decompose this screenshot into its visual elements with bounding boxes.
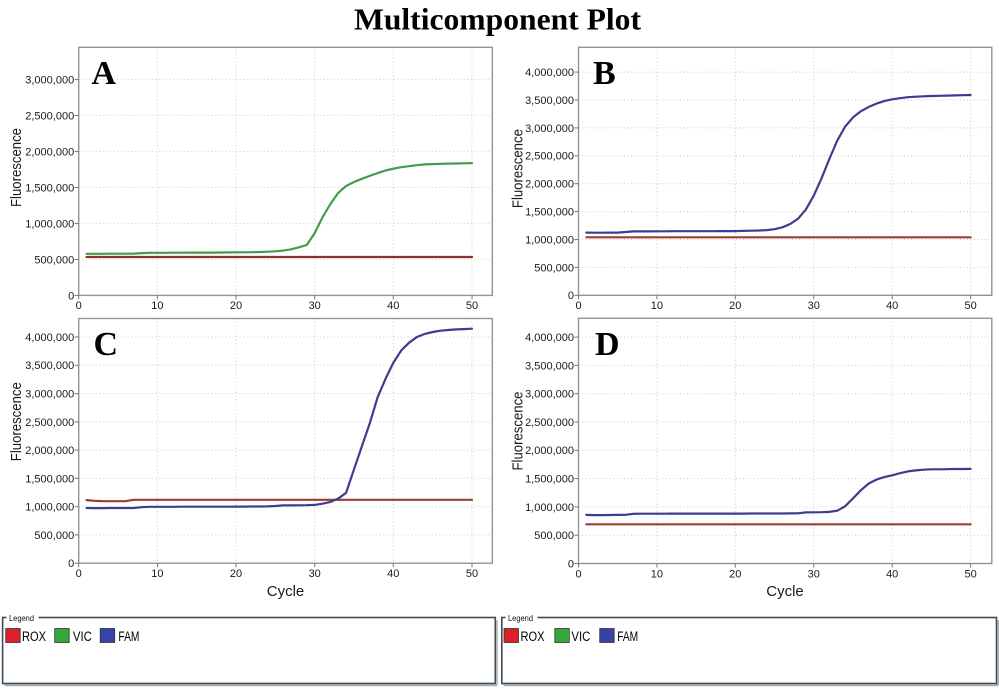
svg-text:1,000,000: 1,000,000 xyxy=(525,502,574,514)
svg-text:Cycle: Cycle xyxy=(267,583,305,600)
svg-text:0: 0 xyxy=(575,568,581,580)
svg-text:500,000: 500,000 xyxy=(34,530,74,542)
svg-text:2,000,000: 2,000,000 xyxy=(525,179,574,191)
svg-text:30: 30 xyxy=(309,300,321,312)
svg-text:A: A xyxy=(92,55,117,92)
svg-text:10: 10 xyxy=(651,300,663,312)
svg-text:2,500,000: 2,500,000 xyxy=(525,417,574,429)
svg-text:500,000: 500,000 xyxy=(534,530,574,542)
svg-text:3,500,000: 3,500,000 xyxy=(525,360,574,372)
svg-text:1,000,000: 1,000,000 xyxy=(25,218,74,230)
svg-text:0: 0 xyxy=(568,290,574,302)
svg-text:40: 40 xyxy=(886,300,898,312)
svg-text:30: 30 xyxy=(309,568,321,580)
svg-text:1,500,000: 1,500,000 xyxy=(525,474,574,486)
svg-text:0: 0 xyxy=(76,300,82,312)
svg-text:10: 10 xyxy=(151,568,163,580)
svg-text:0: 0 xyxy=(568,558,574,570)
svg-text:3,000,000: 3,000,000 xyxy=(25,74,74,86)
svg-text:0: 0 xyxy=(68,290,74,302)
svg-text:B: B xyxy=(593,55,616,92)
svg-text:Multicomponent Plot: Multicomponent Plot xyxy=(354,2,642,37)
svg-text:Fluorescence: Fluorescence xyxy=(510,392,527,471)
svg-text:2,500,000: 2,500,000 xyxy=(525,151,574,163)
svg-text:2,500,000: 2,500,000 xyxy=(25,110,74,122)
svg-text:Cycle: Cycle xyxy=(766,583,804,600)
svg-text:4,000,000: 4,000,000 xyxy=(25,332,74,344)
svg-text:1,500,000: 1,500,000 xyxy=(25,182,74,194)
svg-text:VIC: VIC xyxy=(571,629,590,644)
svg-text:3,500,000: 3,500,000 xyxy=(525,95,574,107)
svg-text:ROX: ROX xyxy=(521,629,545,644)
svg-text:Fluorescence: Fluorescence xyxy=(510,129,527,208)
svg-text:0: 0 xyxy=(76,568,82,580)
svg-text:3,000,000: 3,000,000 xyxy=(525,389,574,401)
svg-text:4,000,000: 4,000,000 xyxy=(525,67,574,79)
svg-text:50: 50 xyxy=(466,568,478,580)
svg-text:2,500,000: 2,500,000 xyxy=(25,417,74,429)
svg-text:50: 50 xyxy=(964,300,976,312)
svg-text:FAM: FAM xyxy=(118,629,139,644)
svg-text:500,000: 500,000 xyxy=(34,254,74,266)
svg-text:3,500,000: 3,500,000 xyxy=(25,360,74,372)
svg-text:30: 30 xyxy=(808,300,820,312)
svg-text:VIC: VIC xyxy=(73,629,92,644)
svg-text:10: 10 xyxy=(151,300,163,312)
svg-text:1,000,000: 1,000,000 xyxy=(525,234,574,246)
svg-text:0: 0 xyxy=(575,300,581,312)
svg-text:40: 40 xyxy=(387,568,399,580)
svg-text:50: 50 xyxy=(964,568,976,580)
svg-text:Fluorescence: Fluorescence xyxy=(8,382,25,461)
svg-text:20: 20 xyxy=(729,300,741,312)
svg-text:2,000,000: 2,000,000 xyxy=(25,445,74,457)
svg-text:20: 20 xyxy=(230,568,242,580)
svg-text:Legend: Legend xyxy=(508,613,533,623)
svg-text:C: C xyxy=(94,326,119,363)
svg-text:10: 10 xyxy=(651,568,663,580)
svg-text:3,000,000: 3,000,000 xyxy=(25,389,74,401)
svg-text:30: 30 xyxy=(808,568,820,580)
svg-text:40: 40 xyxy=(886,568,898,580)
svg-text:FAM: FAM xyxy=(617,629,638,644)
svg-text:3,000,000: 3,000,000 xyxy=(525,123,574,135)
svg-text:D: D xyxy=(595,326,620,363)
svg-text:2,000,000: 2,000,000 xyxy=(525,445,574,457)
svg-text:500,000: 500,000 xyxy=(534,262,574,274)
svg-text:1,500,000: 1,500,000 xyxy=(25,473,74,485)
svg-text:20: 20 xyxy=(729,568,741,580)
svg-text:0: 0 xyxy=(68,558,74,570)
svg-text:1,500,000: 1,500,000 xyxy=(525,207,574,219)
svg-text:ROX: ROX xyxy=(22,629,46,644)
svg-text:Fluorescence: Fluorescence xyxy=(8,128,25,207)
svg-text:50: 50 xyxy=(466,300,478,312)
svg-text:4,000,000: 4,000,000 xyxy=(525,332,574,344)
svg-text:20: 20 xyxy=(230,300,242,312)
svg-text:2,000,000: 2,000,000 xyxy=(25,146,74,158)
svg-text:40: 40 xyxy=(387,300,399,312)
svg-text:1,000,000: 1,000,000 xyxy=(25,502,74,514)
svg-text:Legend: Legend xyxy=(9,613,34,623)
